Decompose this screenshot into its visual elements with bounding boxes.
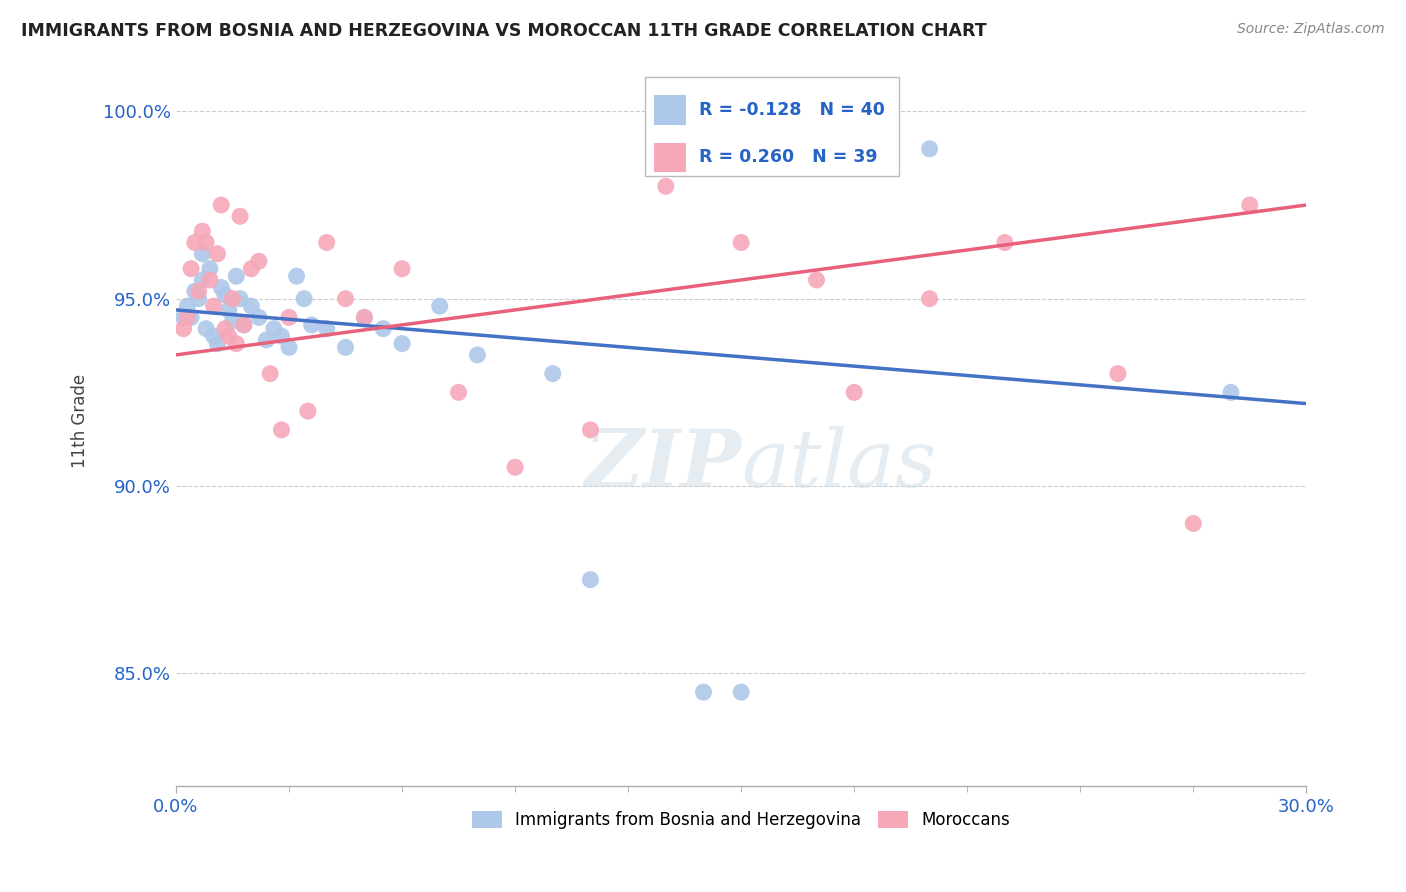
Point [806,273,828,287]
Point [214,321,236,335]
Point [247,254,270,268]
Point [655,179,678,194]
Point [730,685,752,699]
Point [184,235,207,250]
Point [207,336,229,351]
Point [918,292,941,306]
Point [391,336,413,351]
Point [187,292,209,306]
Point [844,385,866,400]
Point [173,321,195,335]
Point [259,367,281,381]
Bar [654,143,686,172]
Point [579,573,602,587]
Point [214,288,236,302]
Point [503,460,526,475]
FancyBboxPatch shape [645,77,900,176]
Point [994,235,1017,250]
Point [297,404,319,418]
Point [195,321,218,335]
Point [232,318,254,332]
Point [176,310,198,325]
Point [195,235,218,250]
Point [292,292,315,306]
Point [218,329,240,343]
Point [1220,385,1243,400]
Text: ZIP: ZIP [585,425,741,503]
Point [240,261,263,276]
Point [391,261,413,276]
Point [221,292,243,306]
Point [176,299,198,313]
Point [187,284,209,298]
Point [263,321,285,335]
Point [278,340,301,354]
Point [579,423,602,437]
Point [730,235,752,250]
Point [191,224,214,238]
Point [198,261,221,276]
Point [232,318,254,332]
Point [202,329,225,343]
Text: Source: ZipAtlas.com: Source: ZipAtlas.com [1237,22,1385,37]
Legend: Immigrants from Bosnia and Herzegovina, Moroccans: Immigrants from Bosnia and Herzegovina, … [465,805,1017,836]
Point [353,310,375,325]
Point [225,336,247,351]
Point [191,246,214,260]
Point [198,273,221,287]
Point [229,292,252,306]
Point [229,209,252,223]
Text: R = 0.260   N = 39: R = 0.260 N = 39 [699,148,877,167]
Point [429,299,451,313]
Point [918,142,941,156]
Point [315,321,337,335]
Point [254,333,277,347]
Point [173,310,195,325]
Point [353,310,375,325]
Point [373,321,395,335]
Point [270,423,292,437]
Point [209,280,232,294]
Bar [654,95,686,125]
Point [184,284,207,298]
Point [221,314,243,328]
Point [225,269,247,284]
Text: R = -0.128   N = 40: R = -0.128 N = 40 [699,101,886,119]
Point [270,329,292,343]
Point [692,685,714,699]
Point [335,340,357,354]
Point [202,299,225,313]
Point [207,246,229,260]
Point [209,198,232,212]
Point [191,273,214,287]
Point [180,261,202,276]
Point [335,292,357,306]
Point [218,302,240,317]
Point [180,310,202,325]
Point [247,310,270,325]
Point [285,269,308,284]
Point [301,318,323,332]
Point [541,367,564,381]
Point [1182,516,1205,531]
Text: IMMIGRANTS FROM BOSNIA AND HERZEGOVINA VS MOROCCAN 11TH GRADE CORRELATION CHART: IMMIGRANTS FROM BOSNIA AND HERZEGOVINA V… [21,22,987,40]
Point [315,235,337,250]
Text: atlas: atlas [741,425,936,503]
Point [467,348,489,362]
Point [278,310,301,325]
Point [447,385,470,400]
Point [240,299,263,313]
Y-axis label: 11th Grade: 11th Grade [72,374,89,467]
Point [1239,198,1261,212]
Point [1107,367,1129,381]
